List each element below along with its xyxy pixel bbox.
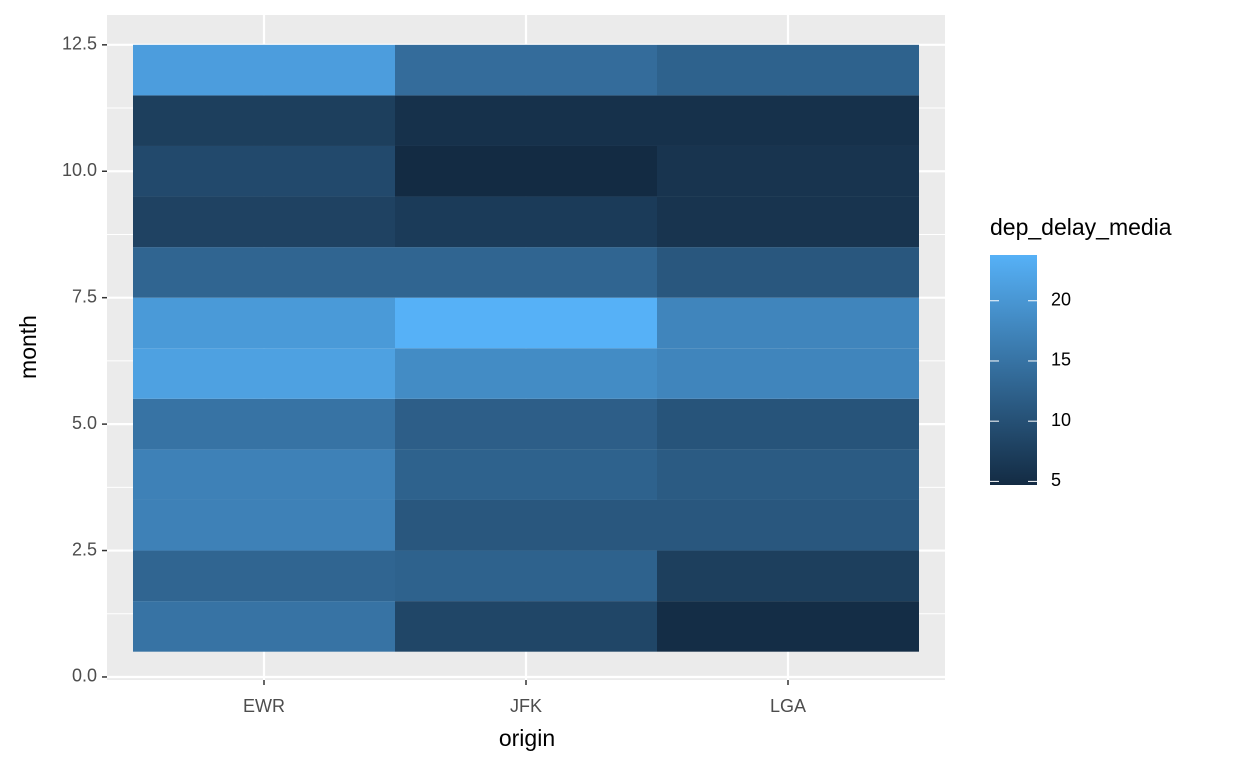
tile [395,449,657,500]
tile [657,601,919,652]
tile [133,44,395,96]
y-tick-label: 2.5 [72,539,97,559]
y-tick-label: 5.0 [72,413,97,433]
tile [133,348,395,399]
colorbar [990,255,1037,485]
tile [133,601,395,652]
x-tick-label: JFK [510,696,542,716]
tile [133,145,395,197]
legend-tick-label: 5 [1051,470,1061,490]
y-axis-title: month [15,315,41,379]
tile [657,348,919,399]
tile [395,247,657,298]
tile [657,145,919,197]
tile [395,550,657,602]
x-tick-label: LGA [770,696,806,716]
tile [395,398,657,450]
tile [395,145,657,197]
y-tick-label: 0.0 [72,666,97,686]
tile [133,398,395,450]
tile [133,449,395,500]
tile [133,297,395,349]
tile [657,398,919,450]
tile [395,196,657,248]
tile [395,348,657,399]
legend-title: dep_delay_media [990,214,1172,240]
x-axis-title: origin [499,725,555,751]
tile [657,499,919,551]
legend-tick-label: 10 [1051,410,1071,430]
tile [395,95,657,146]
tile [395,601,657,652]
tile [657,550,919,602]
y-tick-label: 10.0 [62,160,97,180]
tile [657,247,919,298]
legend-tick-label: 15 [1051,350,1071,370]
x-tick-label: EWR [243,696,285,716]
tile [133,95,395,146]
tile [657,95,919,146]
tile [395,44,657,96]
tile [395,297,657,349]
tile [657,449,919,500]
tile [657,297,919,349]
tile [133,247,395,298]
y-tick-label: 7.5 [72,286,97,306]
y-tick-label: 12.5 [62,34,97,54]
tile [395,499,657,551]
tile [133,550,395,602]
tile [657,44,919,96]
tile [133,196,395,248]
tile [133,499,395,551]
tile [657,196,919,248]
legend-tick-label: 20 [1051,290,1071,310]
